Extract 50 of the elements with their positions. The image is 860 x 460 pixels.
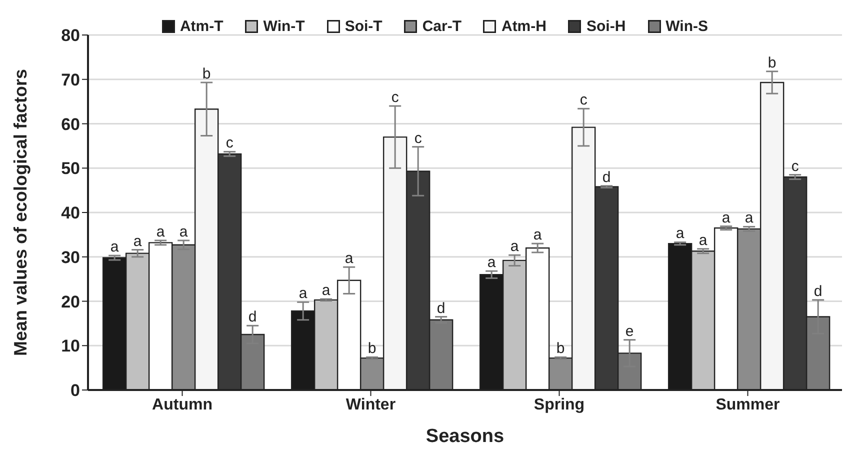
data-label: c (226, 134, 234, 152)
data-label: a (533, 226, 542, 244)
y-tick-label: 80 (61, 26, 80, 46)
data-label: b (202, 65, 211, 82)
x-tick-label: Autumn (152, 396, 212, 414)
y-tick-label: 20 (61, 292, 80, 312)
data-label: d (814, 282, 822, 300)
y-axis-title: Mean values of ecological factors (10, 68, 30, 356)
data-label: a (179, 223, 188, 240)
data-label: c (414, 130, 422, 147)
y-tick-label: 60 (61, 114, 80, 134)
y-tick-label: 40 (61, 204, 80, 223)
legend-label: Win-T (263, 18, 305, 35)
x-axis-title: Seasons (426, 426, 504, 447)
data-label: a (487, 254, 496, 272)
legend-label: Car-T (422, 18, 462, 35)
data-label: d (248, 308, 257, 326)
x-tick-label: Summer (716, 396, 780, 414)
legend-label: Soi-H (586, 18, 626, 35)
data-label: a (133, 232, 142, 250)
legend-label: Atm-T (180, 18, 224, 35)
y-tick-label: 10 (61, 336, 80, 356)
data-label: a (322, 282, 331, 300)
y-tick-label: 0 (70, 381, 80, 400)
legend-label: Win-S (666, 18, 708, 35)
legend-label: Soi-T (344, 18, 382, 35)
data-label: a (698, 232, 708, 249)
x-tick-label: Winter (346, 396, 396, 414)
legend-label: Atm-H (501, 18, 546, 35)
data-label: a (744, 210, 754, 227)
data-label: e (625, 322, 634, 340)
data-label: b (368, 340, 376, 358)
y-tick-label: 70 (61, 70, 80, 90)
data-label: a (110, 238, 120, 256)
data-label: a (298, 285, 308, 302)
data-label: b (768, 54, 776, 72)
data-label: a (676, 225, 685, 242)
data-label: d (436, 300, 446, 317)
data-label: c (791, 158, 800, 175)
y-tick-label: 50 (61, 159, 80, 178)
data-label: b (556, 340, 565, 358)
data-label: a (510, 238, 520, 256)
data-label: a (156, 223, 166, 240)
data-label: a (722, 209, 731, 226)
x-tick-label: Spring (534, 396, 585, 414)
data-label: c (580, 92, 588, 109)
data-label: a (344, 250, 354, 268)
data-label: c (391, 89, 400, 106)
y-tick-label: 30 (61, 248, 80, 267)
data-label: d (602, 168, 611, 186)
